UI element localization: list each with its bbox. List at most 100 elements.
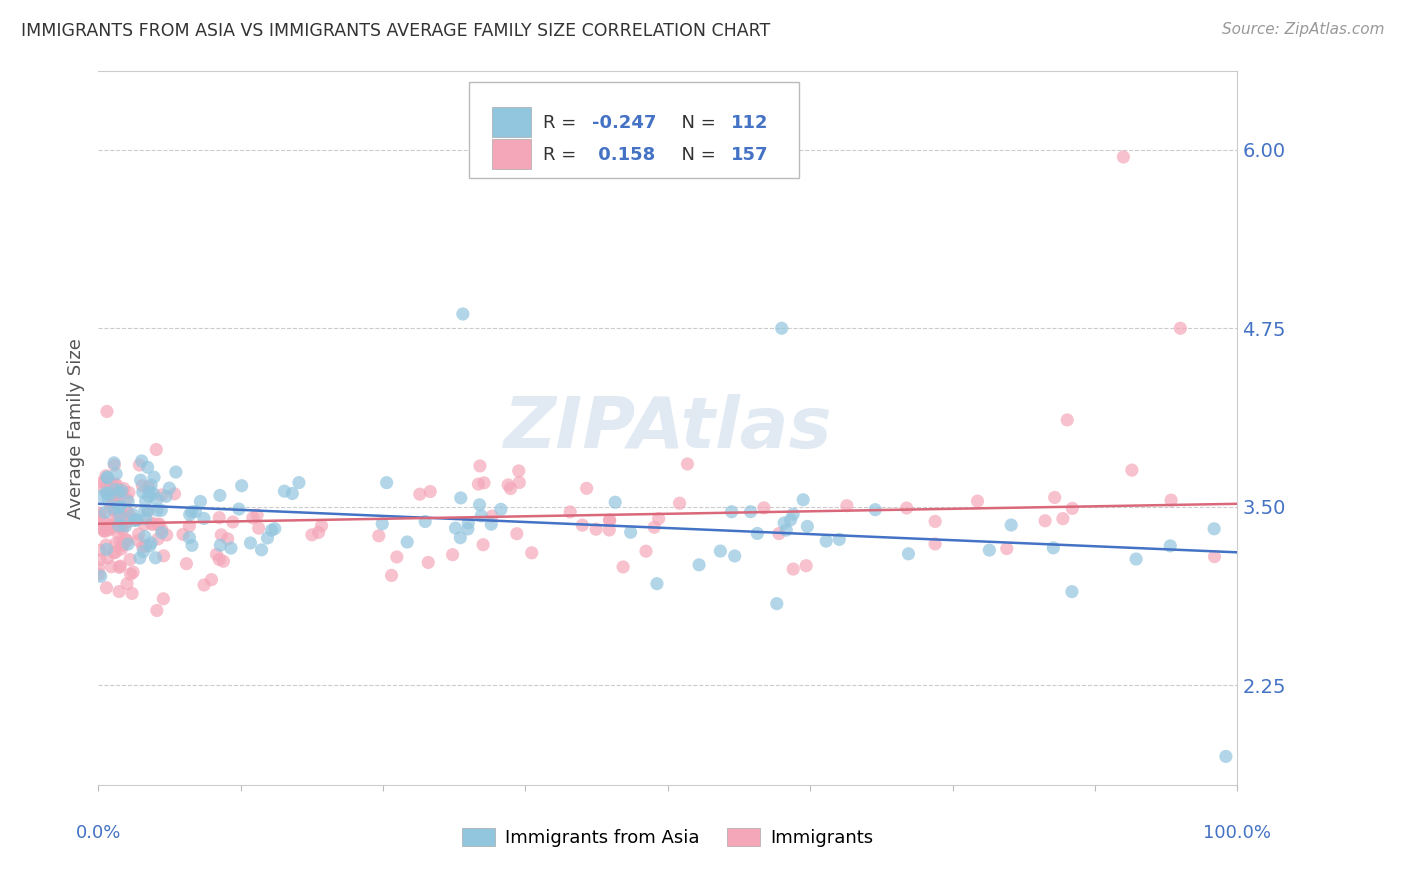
Point <box>863 502 886 516</box>
Point <box>104 516 127 531</box>
Point <box>111 517 134 532</box>
Point <box>114 511 136 525</box>
Point <box>467 477 489 491</box>
Point <box>135 511 157 525</box>
Point <box>108 500 131 514</box>
Point <box>193 511 215 525</box>
Point <box>184 505 207 519</box>
Point <box>468 498 491 512</box>
Point <box>924 537 946 551</box>
Point <box>157 481 180 495</box>
Point <box>115 576 138 591</box>
Point <box>96 470 118 484</box>
Point <box>598 513 620 527</box>
Text: ZIPAtlas: ZIPAtlas <box>503 393 832 463</box>
Point <box>773 516 796 530</box>
Point <box>93 524 115 539</box>
Point <box>1000 518 1022 533</box>
Point <box>105 536 128 550</box>
Point <box>132 485 155 500</box>
Point <box>89 508 111 523</box>
Point <box>94 522 117 536</box>
Point <box>127 513 149 527</box>
Point <box>775 523 797 537</box>
Point <box>752 500 775 515</box>
Point <box>179 531 201 545</box>
Point <box>136 460 159 475</box>
Point <box>163 487 186 501</box>
Point <box>139 536 162 550</box>
Point <box>441 548 464 562</box>
Point <box>444 521 467 535</box>
FancyBboxPatch shape <box>492 107 531 137</box>
Point <box>605 495 627 509</box>
Point <box>107 500 129 514</box>
Point <box>193 578 215 592</box>
Point <box>179 519 201 533</box>
Point <box>668 496 690 510</box>
Point <box>479 517 502 532</box>
FancyBboxPatch shape <box>492 139 531 169</box>
Point <box>288 475 311 490</box>
Point <box>104 501 127 516</box>
Point <box>560 505 582 519</box>
Point <box>87 561 110 575</box>
Point <box>472 538 495 552</box>
Point <box>124 513 146 527</box>
Point <box>150 523 173 537</box>
Point <box>131 540 153 554</box>
Point <box>380 568 402 582</box>
Point <box>135 494 157 508</box>
Point <box>575 481 598 495</box>
Point <box>104 483 127 497</box>
Point <box>100 559 122 574</box>
Point <box>897 547 920 561</box>
Point <box>172 527 194 541</box>
Point <box>96 404 118 418</box>
Point <box>1121 463 1143 477</box>
Point <box>108 508 131 523</box>
Point <box>714 157 737 171</box>
Point <box>496 478 519 492</box>
Point <box>1204 549 1226 564</box>
Point <box>139 539 162 553</box>
Text: 0.0%: 0.0% <box>76 824 121 842</box>
Point <box>1042 541 1064 555</box>
Point <box>94 468 117 483</box>
Point <box>217 532 239 546</box>
Point <box>620 525 643 540</box>
Point <box>111 483 134 498</box>
Point <box>470 508 492 523</box>
Point <box>301 528 323 542</box>
Point <box>98 522 121 536</box>
Point <box>146 517 169 532</box>
Point <box>110 507 132 521</box>
Point <box>90 475 112 490</box>
Point <box>180 505 202 519</box>
Point <box>924 515 946 529</box>
Point <box>250 542 273 557</box>
Point <box>143 470 166 484</box>
Point <box>156 528 179 542</box>
Point <box>131 478 153 492</box>
Point <box>209 538 232 552</box>
Point <box>779 513 801 527</box>
Point <box>108 489 131 503</box>
Point <box>165 465 187 479</box>
Point <box>136 504 159 518</box>
Point <box>222 515 245 529</box>
Point <box>1056 413 1078 427</box>
Point <box>110 535 132 549</box>
Point <box>242 511 264 525</box>
Point <box>97 520 120 534</box>
Point <box>1160 493 1182 508</box>
Point <box>209 528 232 542</box>
Point <box>107 525 129 540</box>
Point <box>132 544 155 558</box>
Point <box>796 519 818 533</box>
Point <box>103 456 125 470</box>
Point <box>150 488 173 502</box>
Point <box>768 526 790 541</box>
Point <box>1112 150 1135 164</box>
Point <box>93 482 115 496</box>
